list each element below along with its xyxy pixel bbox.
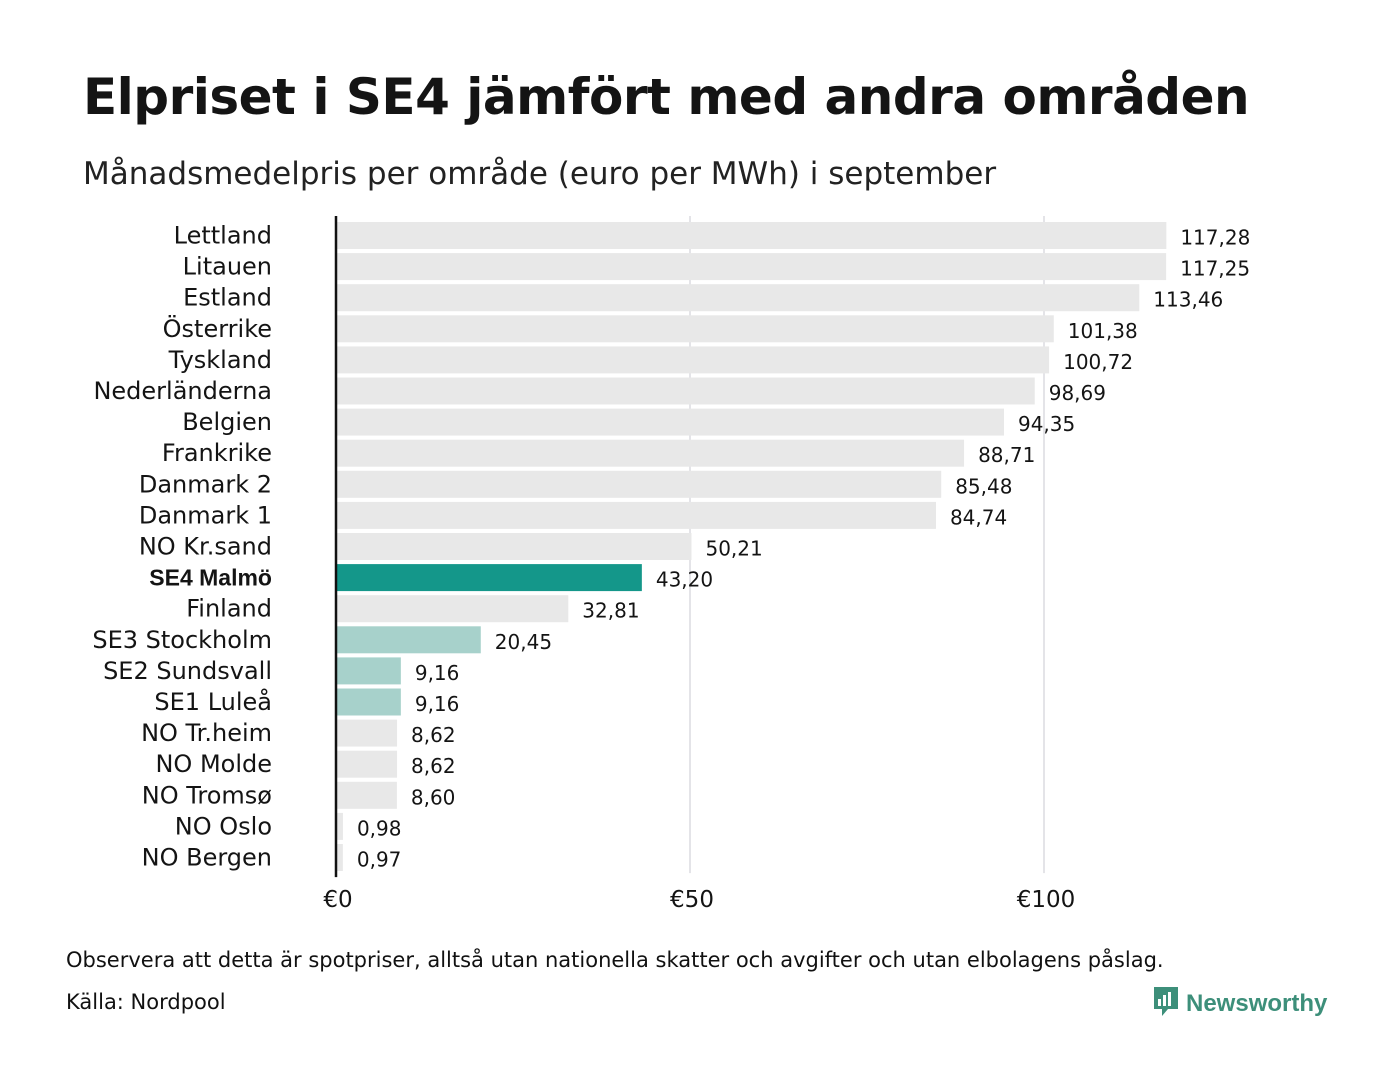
bar — [336, 564, 642, 592]
bar — [336, 377, 1035, 405]
bar — [336, 812, 343, 840]
bar — [336, 626, 481, 654]
category-label: NO Oslo — [175, 812, 272, 840]
category-label: SE1 Luleå — [154, 687, 272, 716]
category-label: Danmark 1 — [139, 501, 272, 529]
value-label: 113,46 — [1153, 288, 1223, 312]
bar — [336, 346, 1050, 374]
value-label: 85,48 — [955, 474, 1012, 498]
bar-chart: Lettland 117,28 Litauen 117,25 Estland 113,46… — [92, 216, 1250, 913]
bar — [336, 501, 936, 529]
x-tick-label: €0 — [323, 887, 352, 913]
bar — [336, 844, 343, 871]
category-label: NO Molde — [155, 750, 272, 778]
value-label: 101,38 — [1068, 319, 1138, 343]
value-label: 43,20 — [656, 568, 713, 592]
category-label: Finland — [186, 595, 272, 623]
value-label: 117,28 — [1180, 226, 1250, 250]
bar — [336, 750, 398, 778]
value-label: 8,62 — [411, 723, 456, 747]
newsworthy-logo-icon — [1152, 985, 1180, 1023]
value-label: 50,21 — [705, 537, 762, 561]
bar — [336, 408, 1004, 436]
bar — [336, 253, 1167, 281]
category-label: Estland — [183, 284, 272, 312]
value-label: 98,69 — [1049, 381, 1106, 405]
x-tick-label: €100 — [1017, 887, 1076, 913]
value-label: 94,35 — [1018, 412, 1075, 436]
bar — [336, 533, 692, 560]
category-label: SE4 Malmö — [149, 565, 272, 591]
bar — [336, 688, 401, 716]
category-label: Nederländerna — [93, 377, 272, 405]
value-label: 88,71 — [978, 443, 1035, 467]
value-label: 117,25 — [1180, 257, 1250, 281]
chart-title: Elpriset i SE4 jämfört med andra områden — [83, 68, 1250, 126]
source-note: Källa: Nordpool — [66, 990, 226, 1014]
value-label: 9,16 — [415, 661, 460, 685]
brand-name: Newsworthy — [1186, 990, 1328, 1017]
bar — [336, 781, 397, 809]
bar — [336, 284, 1140, 312]
category-label: Lettland — [174, 222, 272, 250]
bar — [336, 439, 965, 467]
category-label: NO Kr.sand — [139, 533, 272, 561]
value-label: 9,16 — [415, 692, 460, 716]
category-label: NO Tromsø — [142, 781, 272, 809]
value-label: 100,72 — [1063, 350, 1133, 374]
bar — [336, 657, 401, 685]
value-label: 0,97 — [357, 848, 402, 872]
category-label: SE2 Sundsvall — [103, 657, 272, 685]
category-label: NO Bergen — [142, 844, 272, 872]
category-label: SE3 Stockholm — [92, 626, 272, 654]
category-label: NO Tr.heim — [141, 719, 272, 747]
bar — [336, 222, 1167, 249]
bar — [336, 315, 1054, 343]
category-label: Frankrike — [162, 439, 272, 467]
chart-subtitle: Månadsmedelpris per område (euro per MWh… — [83, 156, 997, 192]
footnote: Observera att detta är spotpriser, allts… — [66, 948, 1164, 972]
category-label: Tyskland — [168, 346, 272, 374]
value-label: 20,45 — [495, 630, 552, 654]
category-label: Danmark 2 — [139, 470, 272, 498]
bar — [336, 470, 942, 498]
x-tick-label: €50 — [670, 887, 714, 913]
value-label: 8,62 — [411, 754, 456, 778]
value-label: 32,81 — [582, 599, 639, 623]
category-label: Österrike — [163, 314, 272, 343]
category-label: Litauen — [183, 253, 272, 281]
value-label: 8,60 — [411, 785, 456, 809]
brand-logo[interactable]: Newsworthy — [1152, 985, 1327, 1023]
category-label: Belgien — [182, 408, 272, 436]
value-label: 84,74 — [950, 505, 1007, 529]
bar — [336, 719, 398, 747]
bar — [336, 595, 569, 623]
value-label: 0,98 — [357, 816, 402, 840]
